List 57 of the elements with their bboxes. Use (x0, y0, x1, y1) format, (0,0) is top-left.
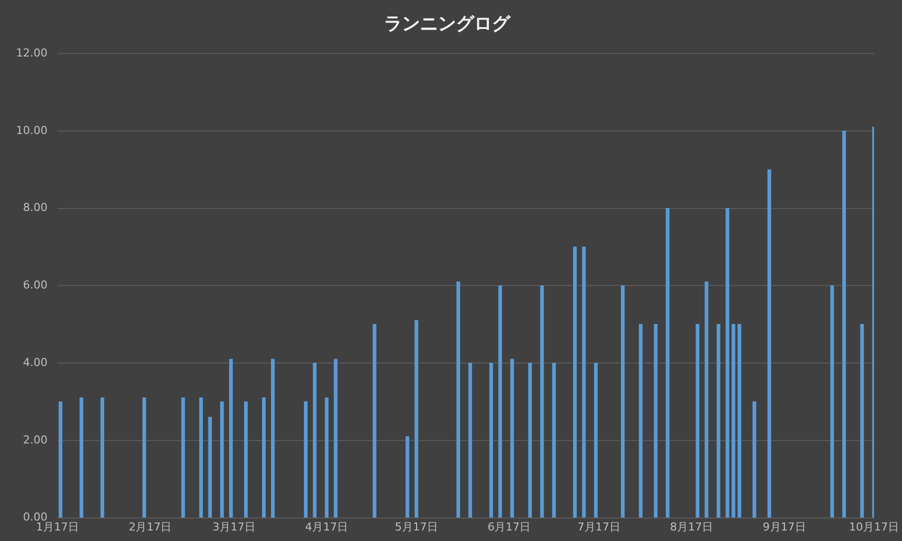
bar (716, 324, 720, 518)
x-tick-label: 5月17日 (394, 520, 438, 534)
bar (312, 362, 317, 518)
bar (872, 126, 874, 518)
bar (468, 362, 472, 518)
bar (271, 358, 275, 518)
bar (510, 358, 514, 518)
bar (594, 362, 598, 518)
bar (304, 401, 308, 518)
x-tick-label: 10月17日 (849, 520, 900, 534)
bar (696, 324, 700, 518)
bar (229, 358, 233, 518)
bar (489, 362, 493, 518)
bar (220, 401, 224, 518)
bar (208, 416, 212, 518)
bar (830, 285, 834, 518)
bar (498, 285, 502, 518)
bar (582, 246, 586, 518)
bar (372, 324, 376, 518)
bar (262, 398, 266, 518)
bar (199, 398, 203, 518)
x-tick-label: 8月17日 (670, 520, 714, 534)
bar (752, 401, 756, 518)
bar (704, 282, 708, 518)
y-tick-label: 2.00 (22, 433, 48, 446)
bar (414, 320, 418, 518)
bar (406, 436, 410, 518)
bar (666, 208, 670, 518)
chart-title: ランニングログ (384, 13, 511, 34)
bar (620, 285, 625, 518)
bar (540, 285, 544, 518)
bar (334, 358, 338, 518)
bar (528, 362, 532, 518)
bar (638, 324, 643, 518)
bar (767, 169, 772, 518)
bar (726, 208, 730, 518)
bar (738, 324, 742, 518)
y-tick-label: 6.00 (22, 278, 48, 292)
y-tick-label: 12.00 (16, 46, 48, 60)
x-tick-label: 7月17日 (577, 520, 620, 534)
x-tick-label: 2月17日 (128, 520, 172, 534)
bar (732, 324, 736, 518)
y-tick-label: 4.00 (22, 356, 48, 369)
bar (860, 324, 864, 518)
x-tick-label: 4月17日 (305, 520, 348, 534)
bar (244, 401, 248, 518)
bar (842, 130, 846, 518)
x-tick-label: 9月17日 (762, 520, 806, 534)
bar (324, 398, 328, 518)
bar (573, 246, 577, 518)
x-tick-label: 6月17日 (488, 520, 531, 534)
bar (654, 324, 658, 518)
bar (552, 362, 556, 518)
x-tick-label: 3月17日 (212, 520, 256, 534)
y-tick-label: 8.00 (22, 201, 48, 214)
bar (456, 282, 460, 518)
y-tick-label: 10.00 (16, 124, 48, 137)
